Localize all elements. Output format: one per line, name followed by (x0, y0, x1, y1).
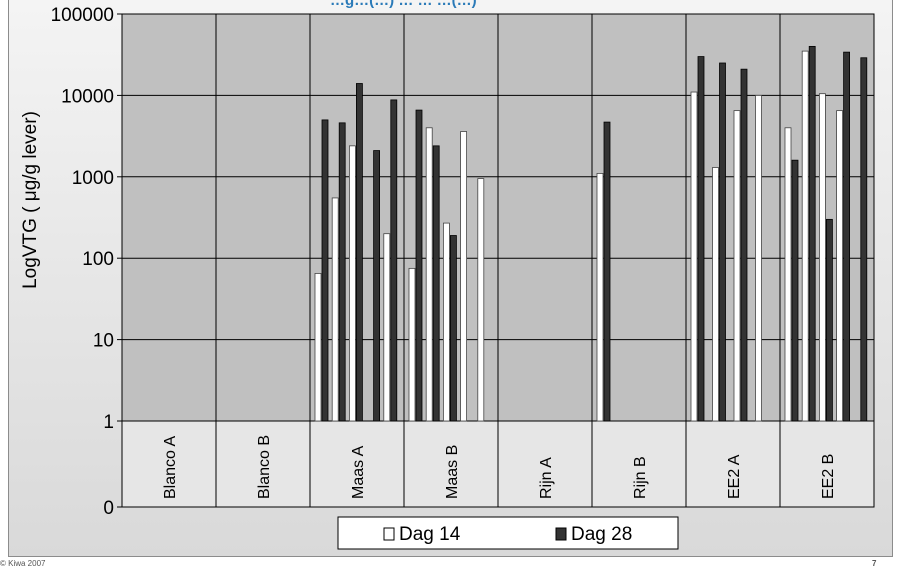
bar-dag28 (844, 52, 850, 421)
bar-dag14 (384, 234, 390, 421)
legend-swatch-dag28 (556, 528, 566, 540)
y-tick-label: 100 (82, 249, 114, 270)
copyright-text: © Kiwa 2007 (0, 559, 45, 568)
category-label: Maas B (444, 445, 461, 499)
bar-dag14 (802, 51, 808, 421)
bar-dag28 (374, 151, 380, 421)
bar-dag14 (426, 128, 432, 421)
bar-dag28 (322, 120, 328, 421)
category-label: Rijn A (538, 457, 555, 499)
legend-label-dag14: Dag 14 (399, 524, 461, 545)
y-axis-label: LogVTG ( μg/g lever) (20, 111, 41, 289)
bar-dag14 (461, 132, 467, 421)
bar-dag14 (734, 111, 740, 421)
bar-dag28 (450, 236, 456, 421)
y-tick-label: 0 (103, 498, 114, 519)
bar-dag28 (809, 46, 815, 421)
bar-dag14 (837, 111, 843, 421)
category-label: Rijn B (632, 456, 649, 499)
legend-swatch-dag14 (384, 528, 394, 540)
bar-dag28 (433, 146, 439, 421)
bar-dag14 (443, 223, 449, 421)
bar-dag14 (409, 268, 415, 421)
bar-dag14 (478, 179, 484, 421)
bar-dag28 (720, 63, 726, 421)
bar-dag28 (391, 100, 397, 421)
bar-dag14 (819, 94, 825, 421)
y-tick-label: 1 (103, 412, 114, 433)
y-tick-label: 100000 (51, 5, 114, 26)
category-label: EE2 B (820, 454, 837, 499)
bar-dag14 (315, 273, 321, 421)
bar-dag14 (756, 95, 762, 421)
y-tick-label: 10000 (61, 86, 114, 107)
bar-dag14 (597, 173, 603, 421)
category-label: Maas A (350, 445, 367, 499)
category-label: Blanco B (256, 435, 273, 499)
y-tick-label: 10 (93, 331, 114, 352)
bar-dag14 (691, 92, 697, 421)
page-number: 7 (872, 559, 876, 568)
bar-dag28 (356, 84, 362, 421)
category-label: EE2 A (726, 454, 743, 499)
bar-dag28 (604, 122, 610, 421)
bar-dag28 (792, 160, 798, 421)
bar-dag14 (349, 146, 355, 421)
y-tick-label: 1000 (72, 168, 114, 189)
bar-dag28 (698, 57, 704, 421)
category-label: Blanco A (162, 436, 179, 499)
bar-dag28 (826, 219, 832, 421)
legend-label-dag28: Dag 28 (571, 524, 632, 545)
bar-dag28 (339, 123, 345, 421)
bar-dag14 (785, 128, 791, 421)
bar-dag14 (332, 198, 338, 421)
bar-dag28 (416, 110, 422, 421)
bar-dag14 (713, 168, 719, 421)
bar-dag28 (741, 69, 747, 421)
bar-dag28 (861, 58, 867, 421)
